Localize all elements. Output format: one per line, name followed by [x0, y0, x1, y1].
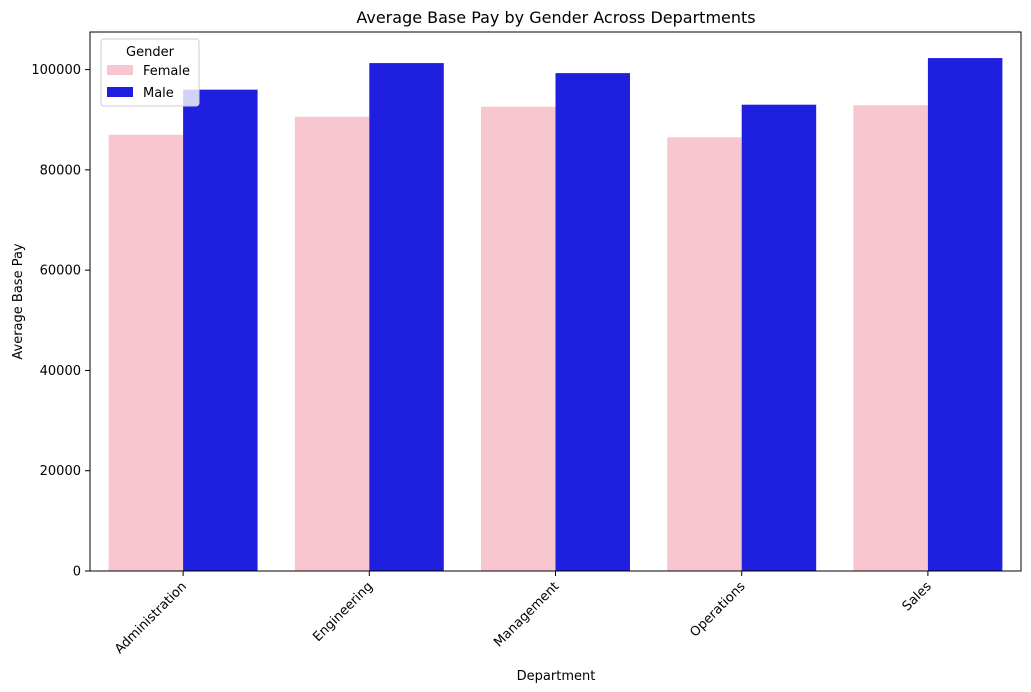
bar-female-sales — [853, 105, 928, 571]
bar-female-engineering — [294, 116, 370, 572]
y-axis: 0 20000 40000 60000 80000 100000 — [31, 63, 90, 580]
y-tick-label: 80000 — [40, 163, 81, 178]
legend-label-male: Male — [143, 86, 174, 101]
bar-male-operations — [741, 104, 817, 571]
x-tick-label-management: Management — [491, 579, 562, 650]
bar-female-management — [481, 106, 556, 571]
bar-female-administration — [108, 134, 184, 571]
legend-label-female: Female — [143, 64, 190, 79]
x-tick-label-administration: Administration — [112, 579, 190, 657]
bar-male-management — [555, 73, 630, 572]
x-tick-label-operations: Operations — [687, 579, 748, 640]
x-tick-label-sales: Sales — [900, 579, 935, 614]
bars-layer — [108, 58, 1003, 572]
bar-female-operations — [667, 137, 742, 571]
bar-male-engineering — [369, 63, 444, 571]
x-axis-label: Department — [517, 669, 596, 684]
legend-swatch-male — [107, 87, 133, 97]
bar-male-administration — [183, 89, 258, 571]
x-tick-label-engineering: Engineering — [310, 579, 376, 645]
legend: Gender Female Male — [100, 38, 200, 107]
y-tick-label: 100000 — [31, 63, 81, 78]
y-tick-label: 0 — [73, 565, 81, 580]
y-tick-label: 60000 — [40, 264, 81, 279]
chart-title: Average Base Pay by Gender Across Depart… — [356, 8, 755, 27]
x-axis: Administration Engineering Management Opera… — [112, 571, 935, 657]
bar-male-sales — [927, 58, 1003, 571]
plot-frame — [89, 31, 1022, 572]
legend-swatch-female — [107, 65, 133, 75]
y-tick-label: 20000 — [40, 464, 81, 479]
y-tick-label: 40000 — [40, 364, 81, 379]
legend-title: Gender — [126, 45, 175, 60]
y-axis-label: Average Base Pay — [11, 243, 26, 360]
